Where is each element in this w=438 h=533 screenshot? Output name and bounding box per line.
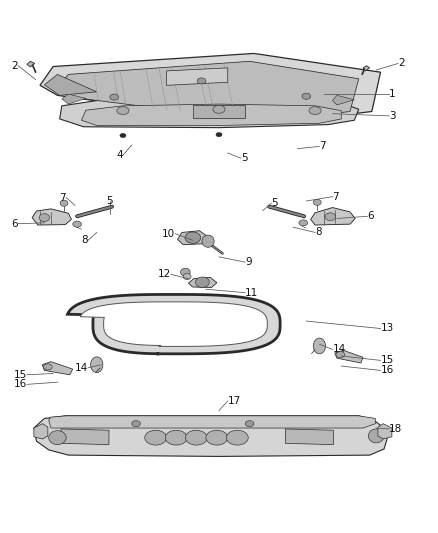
Text: 11: 11 <box>245 288 258 298</box>
Ellipse shape <box>325 213 336 221</box>
Ellipse shape <box>245 421 254 427</box>
Text: 15: 15 <box>14 370 27 380</box>
Ellipse shape <box>197 78 206 84</box>
Text: 6: 6 <box>367 211 374 221</box>
Polygon shape <box>27 61 35 67</box>
Polygon shape <box>378 424 392 439</box>
Ellipse shape <box>120 133 126 138</box>
Polygon shape <box>80 302 267 346</box>
Polygon shape <box>286 429 333 445</box>
Ellipse shape <box>216 133 222 137</box>
Ellipse shape <box>132 421 141 427</box>
Ellipse shape <box>110 94 119 100</box>
Text: 13: 13 <box>381 324 394 334</box>
Ellipse shape <box>185 430 207 445</box>
Ellipse shape <box>73 221 81 227</box>
Text: 2: 2 <box>398 59 405 68</box>
Ellipse shape <box>183 273 191 280</box>
Polygon shape <box>67 294 280 354</box>
Text: 5: 5 <box>106 196 113 206</box>
Ellipse shape <box>39 214 49 222</box>
Text: 5: 5 <box>272 198 278 208</box>
Ellipse shape <box>145 430 166 445</box>
Ellipse shape <box>368 429 384 443</box>
Text: 18: 18 <box>389 424 403 434</box>
Polygon shape <box>60 97 359 128</box>
Polygon shape <box>166 68 228 85</box>
Text: 7: 7 <box>319 141 326 151</box>
Polygon shape <box>62 94 86 104</box>
Polygon shape <box>32 209 71 225</box>
Ellipse shape <box>195 277 209 287</box>
Polygon shape <box>44 75 97 95</box>
Text: 12: 12 <box>158 269 171 279</box>
Ellipse shape <box>313 338 325 354</box>
Ellipse shape <box>299 220 307 226</box>
Text: 7: 7 <box>332 192 339 201</box>
Ellipse shape <box>91 357 103 373</box>
Polygon shape <box>34 424 48 439</box>
Text: 14: 14 <box>332 344 346 354</box>
Polygon shape <box>57 61 359 122</box>
Ellipse shape <box>117 107 129 115</box>
Text: 17: 17 <box>228 396 241 406</box>
Polygon shape <box>49 416 375 428</box>
Polygon shape <box>34 416 387 456</box>
Text: 1: 1 <box>389 89 396 99</box>
Text: 8: 8 <box>315 228 321 237</box>
Text: 5: 5 <box>241 153 247 163</box>
Ellipse shape <box>165 430 187 445</box>
Ellipse shape <box>49 431 66 445</box>
Text: 16: 16 <box>14 379 27 390</box>
Ellipse shape <box>313 199 321 205</box>
Text: 6: 6 <box>11 219 18 229</box>
Polygon shape <box>42 362 73 375</box>
Text: 9: 9 <box>245 257 252 267</box>
Ellipse shape <box>185 232 201 244</box>
Polygon shape <box>61 429 109 445</box>
Ellipse shape <box>226 430 248 445</box>
Polygon shape <box>193 105 245 118</box>
Polygon shape <box>363 66 370 71</box>
Text: 3: 3 <box>389 111 396 121</box>
Ellipse shape <box>302 93 311 99</box>
Text: 16: 16 <box>381 366 394 375</box>
Ellipse shape <box>180 268 190 276</box>
Text: 15: 15 <box>381 356 394 365</box>
Polygon shape <box>332 95 354 105</box>
Ellipse shape <box>206 430 228 445</box>
Polygon shape <box>188 277 217 287</box>
Text: 10: 10 <box>162 229 175 239</box>
Ellipse shape <box>43 364 52 370</box>
Ellipse shape <box>60 200 68 206</box>
Text: 7: 7 <box>60 192 66 203</box>
Polygon shape <box>311 207 355 225</box>
Text: 8: 8 <box>81 235 88 245</box>
Polygon shape <box>335 350 363 363</box>
Ellipse shape <box>202 235 214 247</box>
Text: 14: 14 <box>75 363 88 373</box>
Ellipse shape <box>213 106 225 113</box>
Polygon shape <box>177 231 208 245</box>
Text: 4: 4 <box>117 150 123 160</box>
Ellipse shape <box>336 352 345 358</box>
Polygon shape <box>81 104 341 125</box>
Text: 2: 2 <box>11 61 18 71</box>
Polygon shape <box>40 53 381 125</box>
Ellipse shape <box>309 107 321 115</box>
